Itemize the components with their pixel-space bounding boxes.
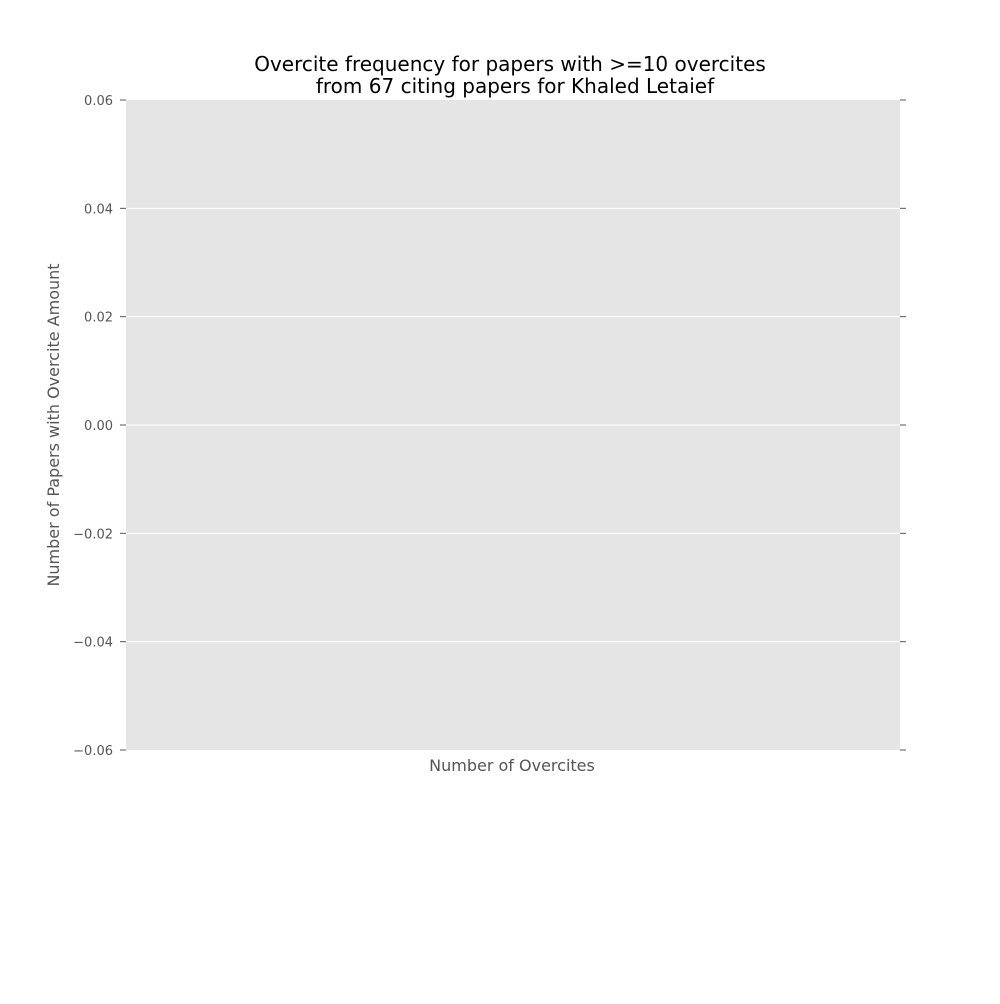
y-tick-label: 0.06 [84,94,113,109]
grid-lines [126,207,900,643]
chart-title-line-1: Overcite frequency for papers with >=10 … [254,52,766,76]
y-tick-label: 0.02 [84,311,113,326]
y-tick-label: −0.02 [73,527,113,542]
y-tick-label: 0.00 [84,419,113,434]
chart-title-line-2: from 67 citing papers for Khaled Letaief [316,74,715,98]
x-axis-label: Number of Overcites [429,756,595,775]
y-tick-label: −0.06 [73,744,113,759]
y-tick-label: 0.04 [84,202,113,217]
y-axis-label: Number of Papers with Overcite Amount [44,263,63,586]
y-axis-ticks: 0.06 0.04 0.02 0.00 −0.02 −0.04 −0.06 [73,94,906,759]
y-tick-label: −0.04 [73,636,113,651]
